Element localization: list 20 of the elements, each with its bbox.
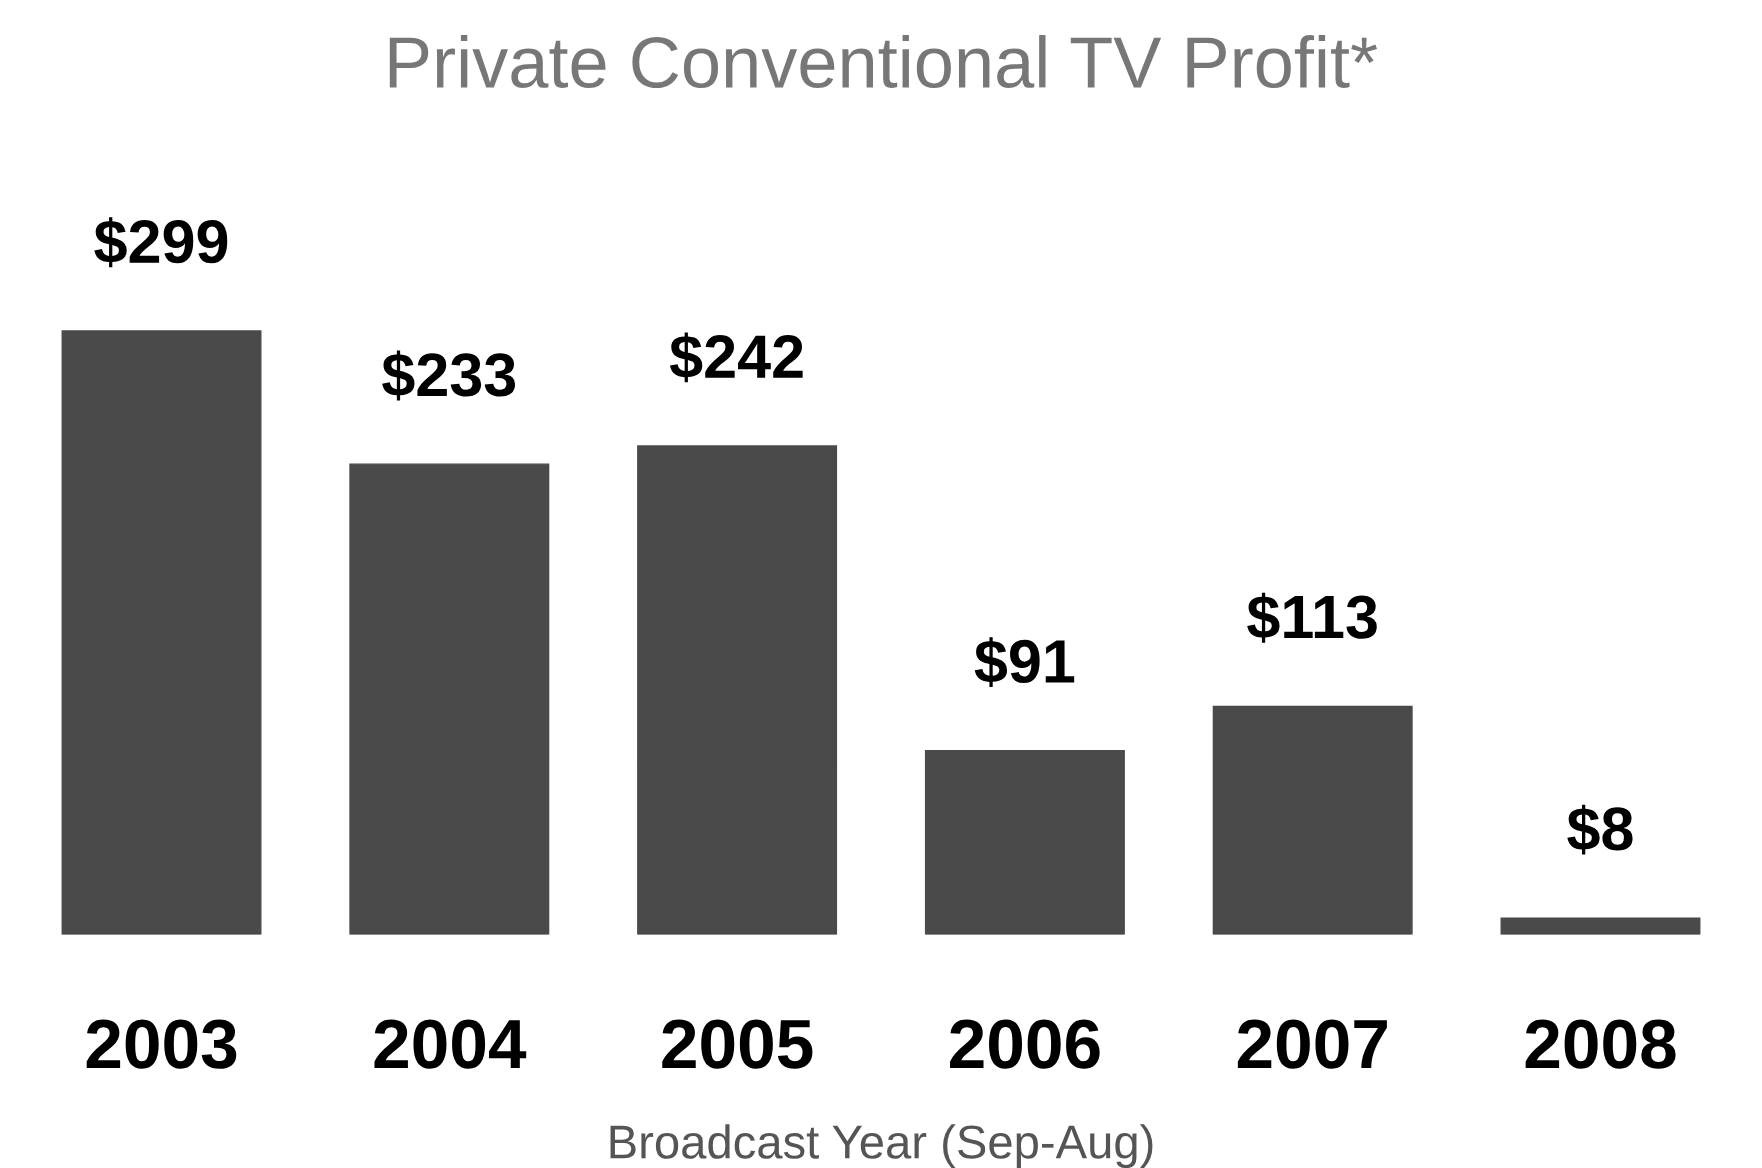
x-tick-label: 2004 bbox=[374, 1019, 527, 1069]
data-label: $233 bbox=[382, 350, 516, 401]
x-tick-label: 2007 bbox=[1237, 1019, 1387, 1069]
bar bbox=[349, 463, 550, 935]
bar bbox=[1212, 705, 1413, 935]
x-tick-label: 2003 bbox=[86, 1019, 237, 1069]
bar bbox=[637, 445, 838, 935]
x-tick-label: 2005 bbox=[662, 1019, 813, 1069]
x-axis-title: Broadcast Year (Sep-Aug) bbox=[610, 1124, 1153, 1168]
x-tick-label: 2008 bbox=[1525, 1019, 1676, 1069]
bar bbox=[924, 750, 1125, 935]
bar bbox=[61, 330, 262, 935]
chart-title: Private Conventional TV Profit* bbox=[389, 35, 1378, 89]
data-label: $242 bbox=[669, 332, 803, 383]
x-tick-label: 2006 bbox=[950, 1019, 1100, 1069]
data-label: $299 bbox=[94, 217, 228, 268]
data-label: $8 bbox=[1567, 804, 1633, 855]
bar bbox=[1500, 917, 1701, 935]
data-label: $113 bbox=[1247, 592, 1377, 643]
data-label: $91 bbox=[974, 637, 1075, 688]
